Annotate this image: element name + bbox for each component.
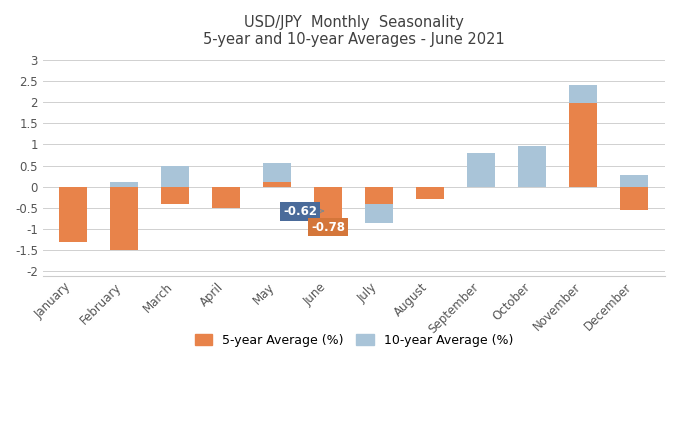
- Legend: 5-year Average (%), 10-year Average (%): 5-year Average (%), 10-year Average (%): [188, 327, 520, 353]
- Bar: [365, 187, 394, 223]
- Bar: [314, 187, 343, 213]
- Bar: [518, 146, 547, 187]
- Bar: [263, 163, 292, 187]
- Text: -0.62: -0.62: [284, 205, 324, 218]
- Bar: [161, 166, 190, 187]
- Bar: [365, 187, 394, 204]
- Title: USD/JPY  Monthly  Seasonality
5-year and 10-year Averages - June 2021: USD/JPY Monthly Seasonality 5-year and 1…: [203, 15, 505, 47]
- Bar: [161, 187, 190, 204]
- Bar: [416, 187, 445, 199]
- Bar: [212, 187, 241, 208]
- Bar: [59, 187, 88, 189]
- Bar: [59, 187, 88, 242]
- Bar: [110, 187, 139, 250]
- Bar: [467, 153, 496, 187]
- Bar: [620, 175, 649, 187]
- Bar: [110, 182, 139, 187]
- Text: -0.78: -0.78: [311, 220, 345, 234]
- Bar: [212, 187, 241, 208]
- Bar: [620, 187, 649, 210]
- Bar: [416, 187, 445, 193]
- Bar: [263, 182, 292, 187]
- Bar: [569, 85, 598, 187]
- Bar: [569, 103, 598, 187]
- Bar: [314, 187, 343, 220]
